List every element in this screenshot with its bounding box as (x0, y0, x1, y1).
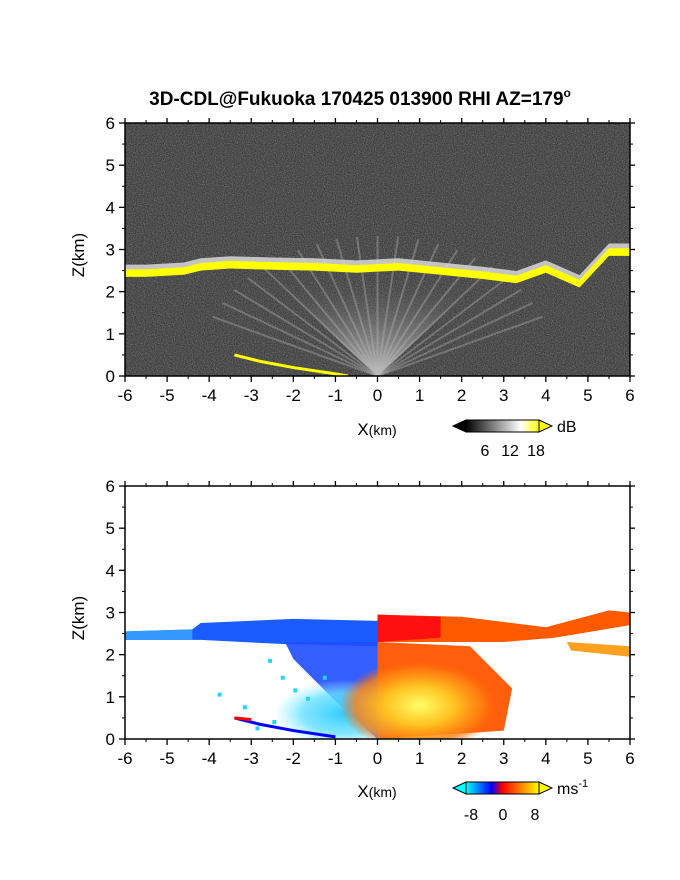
x-tick-label: 4 (541, 749, 550, 768)
scan-ray (278, 257, 379, 376)
x-tick-label: 1 (415, 749, 424, 768)
y-tick-label: 1 (106, 325, 115, 344)
x-tick-label: -4 (202, 386, 217, 405)
scan-ray (377, 301, 534, 376)
scan-ray (376, 257, 477, 376)
x-tick-label: -3 (244, 386, 259, 405)
y-tick-label: 4 (106, 198, 115, 217)
x-axis-label: X(km) (357, 420, 396, 439)
velocity-colorbar: ms-1 -8 0 8 (451, 778, 588, 824)
y-axis-label: Z(km) (69, 596, 88, 640)
x-tick-label: -2 (286, 749, 301, 768)
colorbar-tick-label: 6 (481, 443, 490, 460)
x-tick-label: 6 (625, 386, 634, 405)
y-tick-label: 4 (106, 561, 115, 580)
x-tick-label: -3 (244, 749, 259, 768)
colorbar-gradient (465, 419, 540, 433)
colorbar-gradient (465, 781, 540, 795)
y-tick-label: 3 (106, 241, 115, 260)
y-tick-label: 0 (106, 367, 115, 386)
scan-ray (376, 266, 493, 376)
colorbar-unit: ms-1 (557, 778, 588, 798)
colorbar-right-arrow (538, 419, 554, 433)
y-tick-label: 2 (106, 283, 115, 302)
ground-echo-velocity-red (234, 716, 252, 722)
scan-ray (212, 315, 378, 376)
scan-ray (376, 288, 522, 376)
velocity-speckle (272, 720, 277, 725)
velocity-speckle (322, 675, 327, 680)
x-tick-label: 3 (499, 749, 508, 768)
figure-title: 3D-CDL@Fukuoka 170425 013900 RHI AZ=179o (149, 86, 571, 110)
scan-ray (355, 236, 379, 376)
y-tick-label: 3 (106, 604, 115, 623)
x-tick-label: 2 (457, 386, 466, 405)
x-tick-label: -2 (286, 386, 301, 405)
x-tick-label: -1 (328, 749, 343, 768)
y-axis-label: Z(km) (69, 233, 88, 277)
x-tick-label: -1 (328, 386, 343, 405)
ground-echo-velocity (234, 716, 336, 739)
x-axis-label: X(km) (357, 782, 396, 801)
x-tick-label: -4 (202, 749, 217, 768)
colorbar-right-arrow (538, 781, 554, 795)
scan-ray (377, 315, 543, 376)
scan-ray (296, 249, 379, 376)
y-tick-label: 1 (106, 688, 115, 707)
y-tick-label: 5 (106, 519, 115, 538)
y-tick-label: 6 (106, 114, 115, 133)
colorbar-left-arrow (451, 419, 467, 433)
velocity-speckle (268, 658, 273, 663)
scan-fan (268, 264, 487, 376)
colorbar-tick-label: -8 (464, 807, 478, 824)
velocity-speckle (242, 705, 247, 710)
colorbar-unit: dB (557, 419, 577, 436)
positive-velocity-core (339, 660, 500, 739)
x-tick-label: -5 (160, 749, 175, 768)
colorbar-tick-label: 12 (501, 443, 519, 460)
y-tick-label: 0 (106, 730, 115, 749)
x-tick-label: -6 (117, 386, 132, 405)
x-tick-label: 5 (583, 749, 592, 768)
y-tick-label: 5 (106, 156, 115, 175)
x-tick-label: 1 (415, 386, 424, 405)
reflectivity-colorbar: dB 6 12 18 (451, 419, 577, 460)
scan-ray (247, 277, 379, 376)
bright-layer (125, 248, 630, 288)
x-tick-label: 2 (457, 749, 466, 768)
scan-ray (233, 288, 379, 376)
velocity-speckle (217, 692, 222, 697)
velocity-speckle (293, 688, 298, 693)
y-tick-label: 2 (106, 646, 115, 665)
colorbar-tick-label: 0 (499, 807, 508, 824)
x-tick-label: 3 (499, 386, 508, 405)
x-tick-label: 6 (625, 749, 634, 768)
positive-velocity-lower-band (566, 642, 630, 657)
negative-velocity-far (125, 629, 193, 640)
x-tick-label: 0 (373, 386, 382, 405)
velocity-speckle (305, 696, 310, 701)
velocity-speckle (280, 675, 285, 680)
y-tick-label: 6 (106, 477, 115, 496)
velocity-panel: -6 -5 -4 -3 -2 -1 0 1 2 3 4 5 6 0 1 2 3 4 5 6 Z(km) X(km) m… (69, 477, 635, 824)
colorbar-tick-label: 8 (531, 807, 540, 824)
x-tick-label: 5 (583, 386, 592, 405)
scan-ray (221, 301, 378, 376)
colorbar-left-arrow (451, 781, 467, 795)
x-tick-label: 4 (541, 386, 550, 405)
x-tick-label: 0 (373, 749, 382, 768)
scan-ray (262, 266, 379, 376)
x-tick-label: -6 (117, 749, 132, 768)
velocity-speckle (255, 726, 260, 731)
colorbar-tick-label: 18 (527, 443, 545, 460)
x-tick-label: -5 (160, 386, 175, 405)
ground-echo (234, 353, 349, 376)
scan-ray (376, 277, 508, 376)
positive-velocity-near (377, 614, 441, 643)
